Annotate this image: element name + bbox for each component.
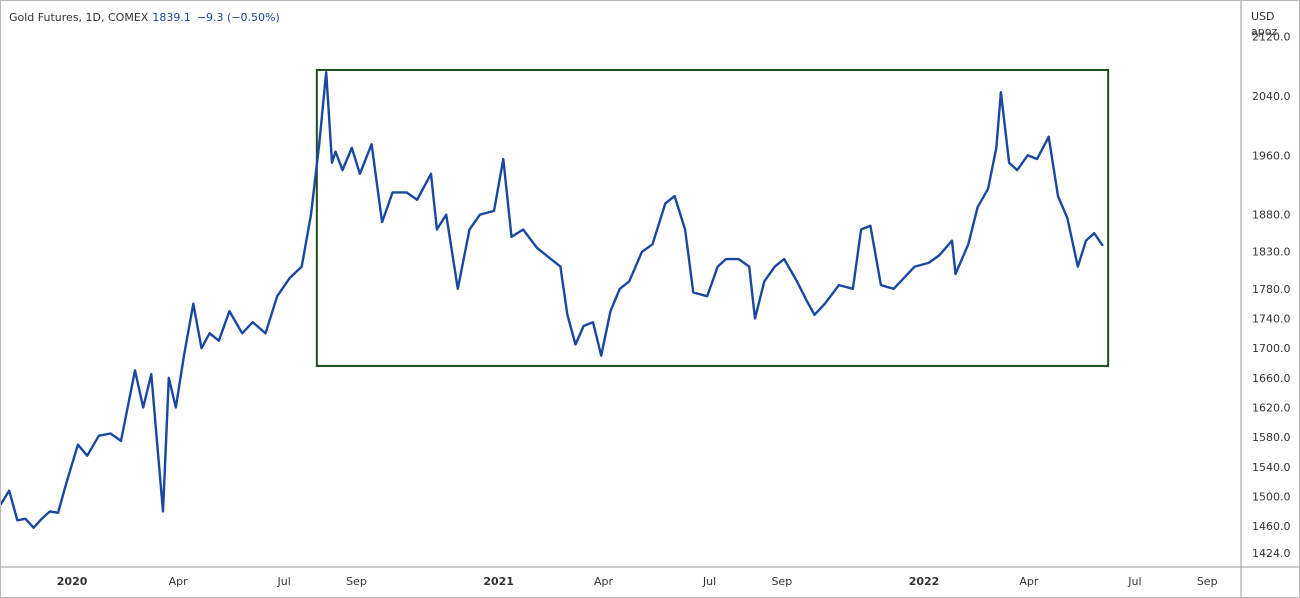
x-tick-label: Apr: [169, 575, 189, 588]
y-tick-label: 1540.0: [1252, 461, 1291, 474]
price-unit-label: apoz: [1251, 25, 1277, 38]
x-tick-label: Apr: [1019, 575, 1039, 588]
chart-legend: Gold Futures, 1D, COMEX 1839.1 −9.3 (−0.50…: [9, 11, 280, 24]
price-change: −9.3 (−0.50%): [196, 11, 280, 24]
last-price: 1839.1: [152, 11, 191, 24]
y-tick-label: 1830.0: [1252, 246, 1291, 259]
y-tick-label: 1620.0: [1252, 402, 1291, 415]
x-tick-label: Jul: [702, 575, 716, 588]
y-tick-label: 1780.0: [1252, 283, 1291, 296]
y-tick-label: 1500.0: [1252, 491, 1291, 504]
y-tick-label: 1700.0: [1252, 342, 1291, 355]
y-tick-label: 1424.0: [1252, 547, 1291, 560]
symbol-label: Gold Futures, 1D, COMEX: [9, 11, 149, 24]
y-tick-label: 1460.0: [1252, 520, 1291, 533]
y-tick-label: 1880.0: [1252, 209, 1291, 222]
price-unit-label: USD: [1251, 10, 1275, 23]
y-tick-label: 2040.0: [1252, 90, 1291, 103]
x-tick-label: 2021: [483, 575, 514, 588]
x-tick-label: Sep: [346, 575, 367, 588]
x-tick-label: Sep: [771, 575, 792, 588]
y-tick-label: 1960.0: [1252, 149, 1291, 162]
x-tick-label: 2020: [57, 575, 88, 588]
y-tick-label: 1580.0: [1252, 431, 1291, 444]
x-tick-label: Jul: [1127, 575, 1141, 588]
x-tick-label: Apr: [594, 575, 614, 588]
x-tick-label: Jul: [277, 575, 291, 588]
x-tick-label: Sep: [1197, 575, 1218, 588]
y-tick-label: 1660.0: [1252, 372, 1291, 385]
range-box-annotation[interactable]: [315, 68, 1110, 367]
y-tick-label: 1740.0: [1252, 312, 1291, 325]
price-series-line: [1, 70, 1104, 529]
x-tick-label: 2022: [909, 575, 940, 588]
y-tick-label: 2120.0: [1252, 31, 1291, 44]
